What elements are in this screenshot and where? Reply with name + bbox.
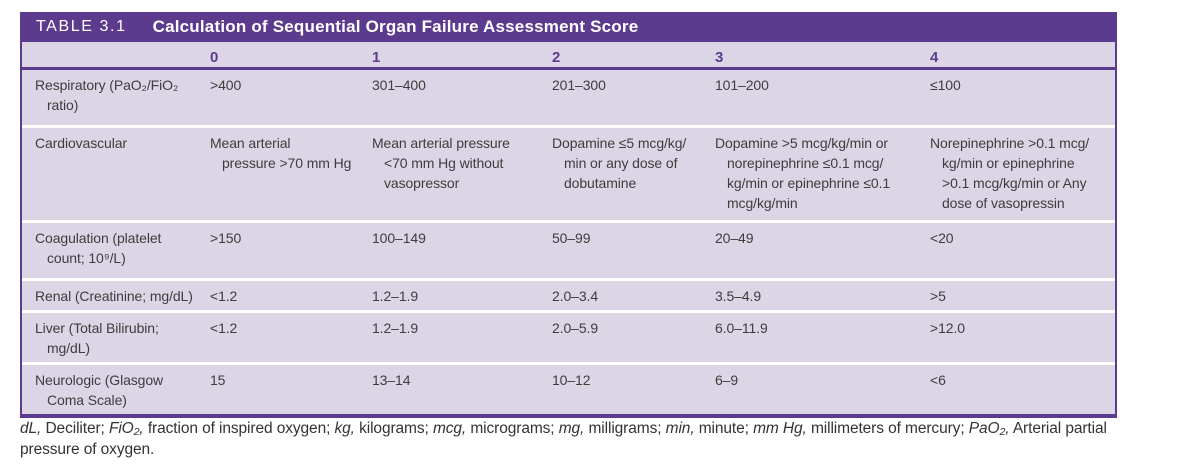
cell-score-1: 100–149 [372,230,426,246]
table-row-liver: Liver (Total Bilirubin; mg/dL) <1.2 1.2–… [22,310,1115,362]
row-label: Respiratory (PaO₂/FiO₂ ratio) [35,77,179,113]
cell-score-2: Dopamine ≤5 mcg/kg/ min or any dose of d… [552,135,687,191]
cell-score-0: 15 [210,372,226,388]
cell-score-1: 13–14 [372,372,411,388]
footnote-definition: Deciliter; [41,420,109,437]
table-body: 0 1 2 3 4 Respiratory (PaO₂/FiO₂ ratio) … [20,42,1117,418]
footnote-definition: milligrams; [584,420,666,437]
cell-score-1: 1.2–1.9 [372,288,419,304]
cell-score-2: 2.0–3.4 [552,288,599,304]
row-label: Cardiovascular [35,135,127,151]
score-header-2: 2 [552,49,561,66]
cell-score-2: 10–12 [552,372,591,388]
cell-score-2: 50–99 [552,230,591,246]
cell-score-0: >150 [210,230,242,246]
cell-score-3: 20–49 [715,230,754,246]
table-row-renal: Renal (Creatinine; mg/dL) <1.2 1.2–1.9 2… [22,278,1115,310]
cell-score-0: <1.2 [210,288,238,304]
cell-score-4: ≤100 [930,77,961,93]
table-title-bar: TABLE 3.1 Calculation of Sequential Orga… [20,12,1117,42]
abbreviations-footnote: dL, Deciliter; FiO₂, fraction of inspire… [20,418,1122,460]
table-row-cardiovascular: Cardiovascular Mean arterial pressure >7… [22,125,1115,220]
score-header-3: 3 [715,49,724,66]
header-spacer [22,42,210,67]
row-label: Neurologic (Glasgow Coma Scale) [35,372,164,408]
table-row-respiratory: Respiratory (PaO₂/FiO₂ ratio) >400 301–4… [22,70,1115,125]
cell-score-2: 2.0–5.9 [552,320,599,336]
footnote-abbr: min, [665,420,695,437]
cell-score-3: 6–9 [715,372,739,388]
cell-score-1: Mean arterial pressure <70 mm Hg without… [372,135,510,191]
cell-score-3: 3.5–4.9 [715,288,762,304]
footnote-definition: fraction of inspired oxygen; [143,420,335,437]
footnote-abbr: kg, [334,420,355,437]
cell-score-0: >400 [210,77,242,93]
footnote-definition: minute; [694,420,754,437]
cell-score-0: Mean arterial pressure >70 mm Hg [210,135,352,171]
footnote-definition: kilograms; [354,420,433,437]
score-header-0: 0 [210,49,219,66]
row-label: Renal (Creatinine; mg/dL) [35,288,193,304]
cell-score-4: <6 [930,372,946,388]
footnote-abbr: mm Hg, [753,420,807,437]
cell-score-4: >5 [930,288,946,304]
row-label: Coagulation (platelet count; 10⁹/L) [35,230,162,266]
footnote-abbr: dL, [20,420,42,437]
table-row-neurologic: Neurologic (Glasgow Coma Scale) 15 13–14… [22,362,1115,414]
cell-score-1: 301–400 [372,77,426,93]
sofa-score-table: TABLE 3.1 Calculation of Sequential Orga… [20,12,1117,418]
footnote-abbr: mg, [558,420,585,437]
footnote-abbr: FiO₂, [108,420,144,437]
cell-score-0: <1.2 [210,320,238,336]
cell-score-4: <20 [930,230,954,246]
footnote-abbr: mcg, [432,420,467,437]
cell-score-3: 6.0–11.9 [715,320,768,336]
score-header-row: 0 1 2 3 4 [22,42,1115,70]
score-header-4: 4 [930,49,939,66]
cell-score-4: >12.0 [930,320,965,336]
row-label: Liver (Total Bilirubin; mg/dL) [35,320,159,356]
footnote-abbr: PaO₂, [968,420,1010,437]
footnote-definition: Arterial partial pressure of oxygen. [20,420,1107,458]
table-number: TABLE 3.1 [36,18,127,35]
cell-score-4: Norepinephrine >0.1 mcg/ kg/min or epine… [930,135,1090,211]
table-title: Calculation of Sequential Organ Failure … [152,17,639,36]
score-header-1: 1 [372,49,381,66]
cell-score-2: 201–300 [552,77,606,93]
footnote-definition: millimeters of mercury; [806,420,969,437]
cell-score-1: 1.2–1.9 [372,320,419,336]
cell-score-3: 101–200 [715,77,769,93]
cell-score-3: Dopamine >5 mcg/kg/min or norepinephrine… [715,135,891,211]
footnote-definition: micrograms; [466,420,559,437]
table-row-coagulation: Coagulation (platelet count; 10⁹/L) >150… [22,220,1115,278]
